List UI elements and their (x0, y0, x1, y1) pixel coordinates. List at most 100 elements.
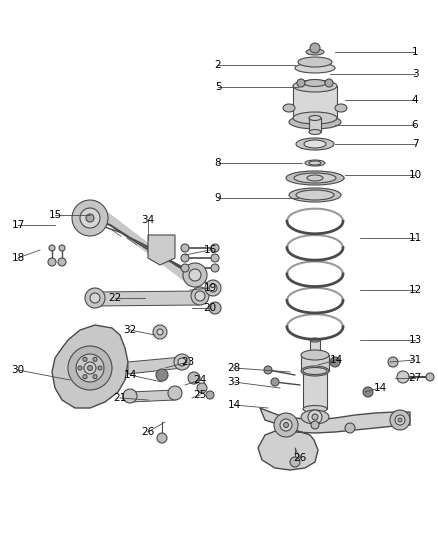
Circle shape (181, 254, 189, 262)
Ellipse shape (310, 338, 320, 342)
Circle shape (181, 244, 189, 252)
Ellipse shape (301, 350, 329, 360)
Text: 21: 21 (113, 393, 127, 403)
Bar (301, 355, 329, 371)
Circle shape (58, 258, 66, 266)
Polygon shape (130, 390, 175, 402)
Ellipse shape (286, 171, 344, 185)
Circle shape (85, 288, 105, 308)
Circle shape (76, 354, 104, 382)
Circle shape (168, 386, 182, 400)
Ellipse shape (304, 140, 326, 148)
Ellipse shape (307, 175, 323, 181)
Text: 26: 26 (141, 427, 155, 437)
Text: 8: 8 (215, 158, 221, 168)
Ellipse shape (293, 80, 337, 92)
Text: 32: 32 (124, 325, 137, 335)
Text: 14: 14 (227, 400, 240, 410)
Text: 6: 6 (412, 120, 418, 130)
Circle shape (93, 375, 97, 378)
Circle shape (153, 325, 167, 339)
Circle shape (271, 378, 279, 386)
Circle shape (397, 371, 409, 383)
Bar (293, 86, 337, 118)
Circle shape (390, 410, 410, 430)
Circle shape (345, 423, 355, 433)
Circle shape (274, 413, 298, 437)
Ellipse shape (289, 188, 341, 202)
Text: 23: 23 (181, 357, 194, 367)
Text: 13: 13 (408, 335, 422, 345)
Circle shape (188, 372, 200, 384)
Ellipse shape (283, 104, 295, 112)
Ellipse shape (296, 138, 334, 150)
Circle shape (84, 362, 96, 374)
Circle shape (68, 346, 112, 390)
Circle shape (90, 293, 100, 303)
Text: 31: 31 (408, 355, 422, 365)
Text: 30: 30 (11, 365, 25, 375)
Circle shape (72, 200, 108, 236)
Text: 20: 20 (203, 303, 216, 313)
Circle shape (86, 214, 94, 222)
Ellipse shape (309, 116, 321, 120)
Ellipse shape (303, 406, 327, 413)
Circle shape (123, 389, 137, 403)
Ellipse shape (335, 104, 347, 112)
Ellipse shape (296, 190, 334, 200)
Bar (303, 371, 327, 409)
Circle shape (283, 423, 289, 427)
Bar (310, 340, 320, 360)
Ellipse shape (304, 79, 326, 86)
Circle shape (211, 244, 219, 252)
Circle shape (174, 354, 190, 370)
Text: 12: 12 (408, 285, 422, 295)
Circle shape (83, 357, 87, 361)
Circle shape (181, 264, 189, 272)
Circle shape (98, 366, 102, 370)
Circle shape (59, 245, 65, 251)
Circle shape (211, 264, 219, 272)
Ellipse shape (309, 161, 321, 165)
Text: 28: 28 (227, 363, 240, 373)
Text: 15: 15 (48, 210, 62, 220)
Circle shape (290, 457, 300, 467)
Ellipse shape (298, 57, 332, 67)
Text: 24: 24 (193, 375, 207, 385)
Circle shape (157, 329, 163, 335)
Circle shape (280, 419, 292, 431)
Circle shape (157, 433, 167, 443)
Circle shape (88, 366, 92, 370)
Text: 34: 34 (141, 215, 155, 225)
Text: 3: 3 (412, 69, 418, 79)
Ellipse shape (303, 367, 327, 375)
Text: 18: 18 (11, 253, 25, 263)
Circle shape (308, 410, 322, 424)
Circle shape (297, 79, 305, 87)
Text: 22: 22 (108, 293, 122, 303)
Ellipse shape (301, 366, 329, 376)
Ellipse shape (293, 112, 337, 124)
Text: 2: 2 (215, 60, 221, 70)
Circle shape (398, 418, 402, 422)
Circle shape (426, 373, 434, 381)
Circle shape (195, 291, 205, 301)
Text: 11: 11 (408, 233, 422, 243)
Ellipse shape (309, 130, 321, 134)
Text: 14: 14 (329, 355, 343, 365)
Circle shape (312, 414, 318, 420)
Polygon shape (90, 210, 200, 282)
Ellipse shape (305, 160, 325, 166)
Circle shape (310, 43, 320, 53)
Circle shape (388, 357, 398, 367)
Polygon shape (52, 325, 128, 408)
Ellipse shape (289, 115, 341, 129)
Ellipse shape (295, 63, 335, 73)
Circle shape (211, 254, 219, 262)
Circle shape (178, 358, 186, 366)
Text: 9: 9 (215, 193, 221, 203)
Ellipse shape (301, 410, 329, 424)
Circle shape (80, 208, 100, 228)
Polygon shape (128, 357, 182, 374)
Circle shape (189, 269, 201, 281)
